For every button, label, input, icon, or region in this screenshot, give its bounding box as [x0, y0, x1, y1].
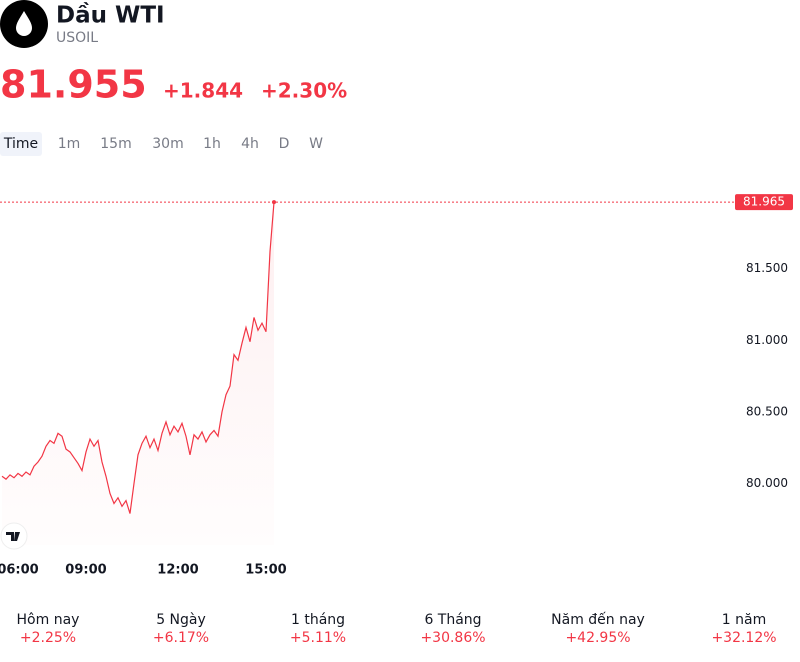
- y-tick-label: 81.500: [746, 261, 788, 275]
- timeframe-tab[interactable]: 30m: [152, 136, 183, 152]
- timeframe-tab[interactable]: D: [279, 136, 290, 152]
- performance-value: +42.95%: [565, 630, 630, 646]
- change: +1.844: [163, 79, 243, 103]
- performance-label: Hôm nay: [17, 612, 80, 628]
- performance-label: Năm đến nay: [551, 611, 645, 628]
- performance-label: 5 Ngày: [156, 612, 206, 628]
- change-percent: +2.30%: [261, 79, 347, 103]
- logo-mark: [6, 532, 20, 541]
- price: 81.955: [0, 63, 147, 107]
- performance-label: 1 năm: [722, 612, 766, 628]
- timeframe-tab[interactable]: 15m: [100, 136, 131, 152]
- last-point: [272, 200, 276, 205]
- performance-value: +2.25%: [20, 630, 76, 646]
- active-tab: [0, 132, 42, 156]
- timeframe-tab[interactable]: W: [309, 136, 323, 152]
- performance-value: +5.11%: [290, 630, 346, 646]
- y-tick-label: 80.000: [746, 476, 788, 490]
- title: Dầu WTI: [56, 2, 165, 29]
- performance-label: 1 tháng: [291, 612, 345, 628]
- drop-icon: [16, 11, 32, 36]
- y-tick-label: 81.000: [746, 333, 788, 347]
- timeframe-tab[interactable]: 4h: [241, 136, 259, 152]
- x-tick-label: 15:00: [245, 563, 286, 578]
- price-tag-label: 81.965: [743, 195, 785, 209]
- performance-value: +6.17%: [153, 630, 209, 646]
- x-tick-label: 12:00: [157, 563, 198, 578]
- symbol: USOIL: [56, 30, 98, 46]
- area: [2, 202, 274, 545]
- timeframe-tab[interactable]: 1h: [203, 136, 221, 152]
- performance-label: 6 Tháng: [424, 612, 481, 628]
- y-tick-label: 80.500: [746, 404, 788, 418]
- timeframe-tab[interactable]: Time: [3, 136, 38, 152]
- x-tick-label: 09:00: [65, 563, 106, 578]
- performance-value: +32.12%: [711, 630, 776, 646]
- timeframe-tab[interactable]: 1m: [58, 136, 81, 152]
- price-line: [1, 202, 275, 514]
- x-tick-label: 06:00: [0, 563, 39, 578]
- performance-value: +30.86%: [420, 630, 485, 646]
- price-tag: [735, 194, 793, 211]
